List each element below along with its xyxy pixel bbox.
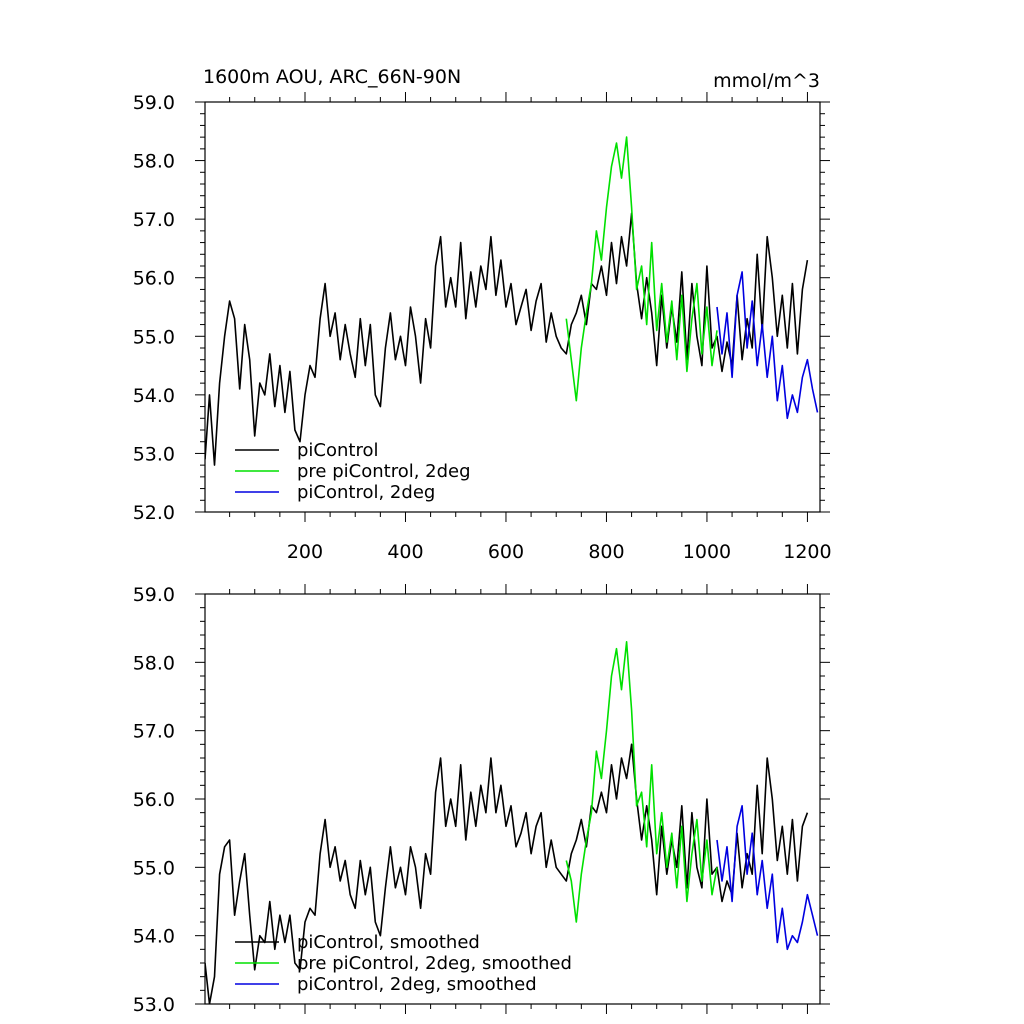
units-label: mmol/m^3 (713, 70, 820, 92)
p0-y-tick-label: 56.0 (133, 268, 175, 290)
p1-y-tick-label: 56.0 (133, 789, 175, 811)
p0-x-tick-label: 1200 (783, 541, 831, 563)
p0-series-line-2 (716, 271, 819, 420)
p1-y-tick-label: 59.0 (133, 584, 175, 606)
p1-y-tick-label: 54.0 (133, 926, 175, 948)
p0-x-tick-label: 800 (588, 541, 624, 563)
p0-y-tick-label: 58.0 (133, 151, 175, 173)
p0-series-line-0 (205, 212, 809, 466)
p0-x-tick-label: 600 (488, 541, 524, 563)
p0-y-tick-label: 52.0 (133, 502, 175, 524)
p0-plot-frame (204, 101, 821, 513)
p0-x-tick-label: 1000 (683, 541, 731, 563)
chart-title: 1600m AOU, ARC_66N-90N (203, 66, 461, 88)
p1-y-tick-label: 58.0 (133, 652, 175, 674)
p1-y-tick-label: 55.0 (133, 857, 175, 879)
p0-legend-label-2: piControl, 2deg (297, 482, 435, 503)
p1-y-tick-label: 53.0 (133, 994, 175, 1016)
p0-y-tick-label: 53.0 (133, 443, 175, 465)
p1-series-line-0 (205, 743, 809, 1004)
p0-series-line-1 (565, 136, 718, 402)
p0-y-tick-label: 59.0 (133, 92, 175, 114)
p0-y-tick-label: 54.0 (133, 385, 175, 407)
p0-y-tick-label: 55.0 (133, 326, 175, 348)
p1-legend-label-0: piControl, smoothed (297, 932, 480, 953)
p0-legend-label-0: piControl (297, 440, 379, 461)
p0-x-tick-label: 200 (287, 541, 323, 563)
p1-y-tick-label: 57.0 (133, 721, 175, 743)
p1-legend-label-1: pre piControl, 2deg, smoothed (297, 953, 572, 974)
p0-y-tick-label: 57.0 (133, 209, 175, 231)
bottom-panel: 53.0 54.0 55.0 56.0 57.0 58.0 59.0 piControl, s… (133, 584, 830, 1016)
p1-series-line-1 (565, 641, 718, 923)
p0-legend-label-1: pre piControl, 2deg (297, 461, 471, 482)
p0-x-tick-label: 400 (387, 541, 423, 563)
p1-legend-label-2: piControl, 2deg, smoothed (297, 974, 537, 995)
top-panel: 200 400 600 800 1000 1200 52.0 53.0 54.0 55.0 56.0… (133, 92, 832, 563)
p1-series-line-2 (716, 805, 819, 951)
